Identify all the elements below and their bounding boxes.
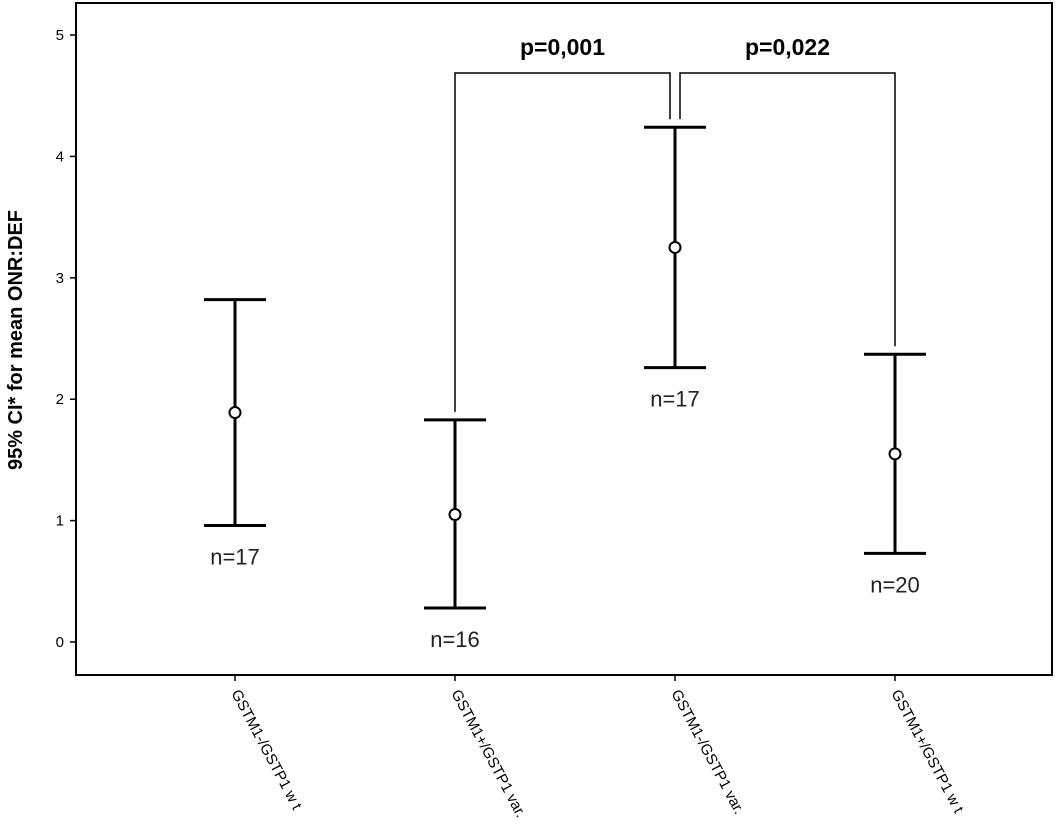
mean-point-0 — [228, 406, 242, 420]
comparison-brackets: p=0,001 p=0,022 — [454, 34, 896, 412]
error-bars: n=17 n=16 n=17 n=20 — [204, 125, 926, 652]
n-label-2: n=17 — [650, 387, 700, 412]
comparison-bracket-0 — [454, 72, 671, 412]
y-axis-label: 95% CI* for mean ONR:DEF — [5, 210, 27, 470]
y-tick-label-2: 2 — [56, 391, 64, 408]
x-tick-label-0: GSTM1-/GSTP1 w t — [227, 687, 305, 813]
mean-point-2 — [668, 240, 682, 254]
comparison-bracket-1 — [679, 72, 896, 347]
x-axis: GSTM1-/GSTP1 w t GSTM1+/GSTP1 var. GSTM1-/… — [227, 675, 967, 820]
p-value-label-0: p=0,001 — [520, 34, 605, 60]
x-tick-label-1: GSTM1+/GSTP1 var. — [447, 687, 529, 820]
x-tick-label-2: GSTM1-/GSTP1 var. — [667, 687, 747, 817]
n-label-3: n=20 — [870, 572, 920, 597]
y-tick-label-0: 0 — [56, 634, 64, 651]
y-tick-label-1: 1 — [56, 513, 64, 530]
plot-frame — [75, 2, 1053, 676]
y-tick-label-4: 4 — [56, 148, 64, 165]
y-tick-label-3: 3 — [56, 270, 64, 287]
y-axis: 0 1 2 3 4 5 — [56, 27, 76, 651]
mean-point-3 — [888, 447, 902, 461]
x-tick-label-3: GSTM1+/GSTP1 w t — [887, 687, 967, 817]
p-value-label-1: p=0,022 — [745, 34, 830, 60]
y-tick-label-5: 5 — [56, 27, 64, 44]
n-label-0: n=17 — [210, 544, 260, 569]
n-label-1: n=16 — [430, 627, 480, 652]
mean-point-1 — [448, 508, 462, 522]
